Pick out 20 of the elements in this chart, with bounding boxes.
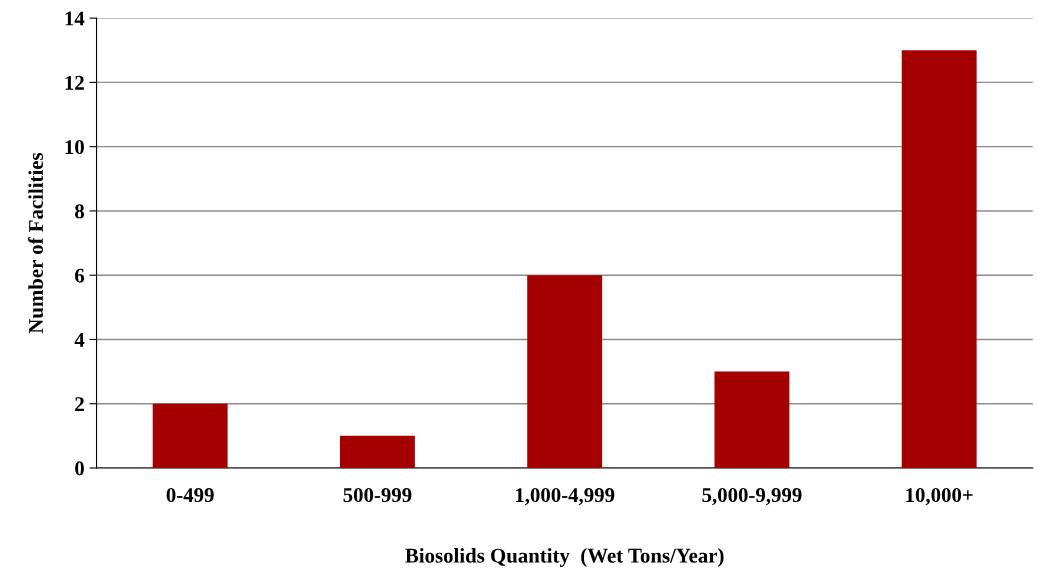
y-tick-label: 4 (74, 332, 85, 347)
y-axis-title: Number of Facilities (28, 152, 44, 334)
bar (901, 50, 977, 468)
x-tick-label: 1,000-4,999 (516, 488, 615, 506)
x-axis-title: Biosolids Quantity (Wet Tons/Year) (405, 548, 724, 567)
y-tick-label: 14 (65, 11, 85, 26)
y-tick-label: 6 (75, 268, 85, 283)
x-tick-label: 10,000+ (906, 488, 973, 506)
x-tick-label: 500-999 (343, 488, 412, 503)
bar (339, 435, 415, 468)
x-tick-label: 0-499 (166, 488, 214, 503)
x-tick-label: 5,000-9,999 (702, 488, 802, 506)
y-tick-label: 0 (75, 461, 84, 476)
bar (527, 275, 603, 468)
y-tick-label: 2 (75, 397, 84, 411)
bar (152, 403, 228, 468)
bar (714, 371, 790, 468)
y-tick-label: 12 (65, 75, 84, 90)
y-tick-label: 10 (65, 140, 84, 155)
y-tick-label: 8 (75, 204, 85, 219)
